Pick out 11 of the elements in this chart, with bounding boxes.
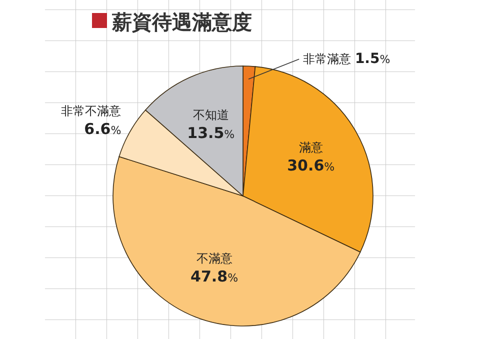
data-label: 30.6% — [287, 156, 335, 175]
slice-label: 非常滿意 — [303, 52, 355, 66]
slice-label: 非常不滿意 — [61, 104, 122, 118]
slice-label: 滿意 — [298, 140, 323, 155]
data-label: 1.5% — [354, 51, 390, 68]
slice-label: 不滿意 — [196, 252, 232, 266]
slice-label: 不知道 — [192, 108, 229, 122]
chart-title: 薪資待遇滿意度 — [111, 10, 252, 34]
data-label: 6.6% — [84, 120, 122, 138]
data-label: 13.5% — [187, 124, 235, 142]
data-label: 47.8% — [190, 268, 238, 286]
